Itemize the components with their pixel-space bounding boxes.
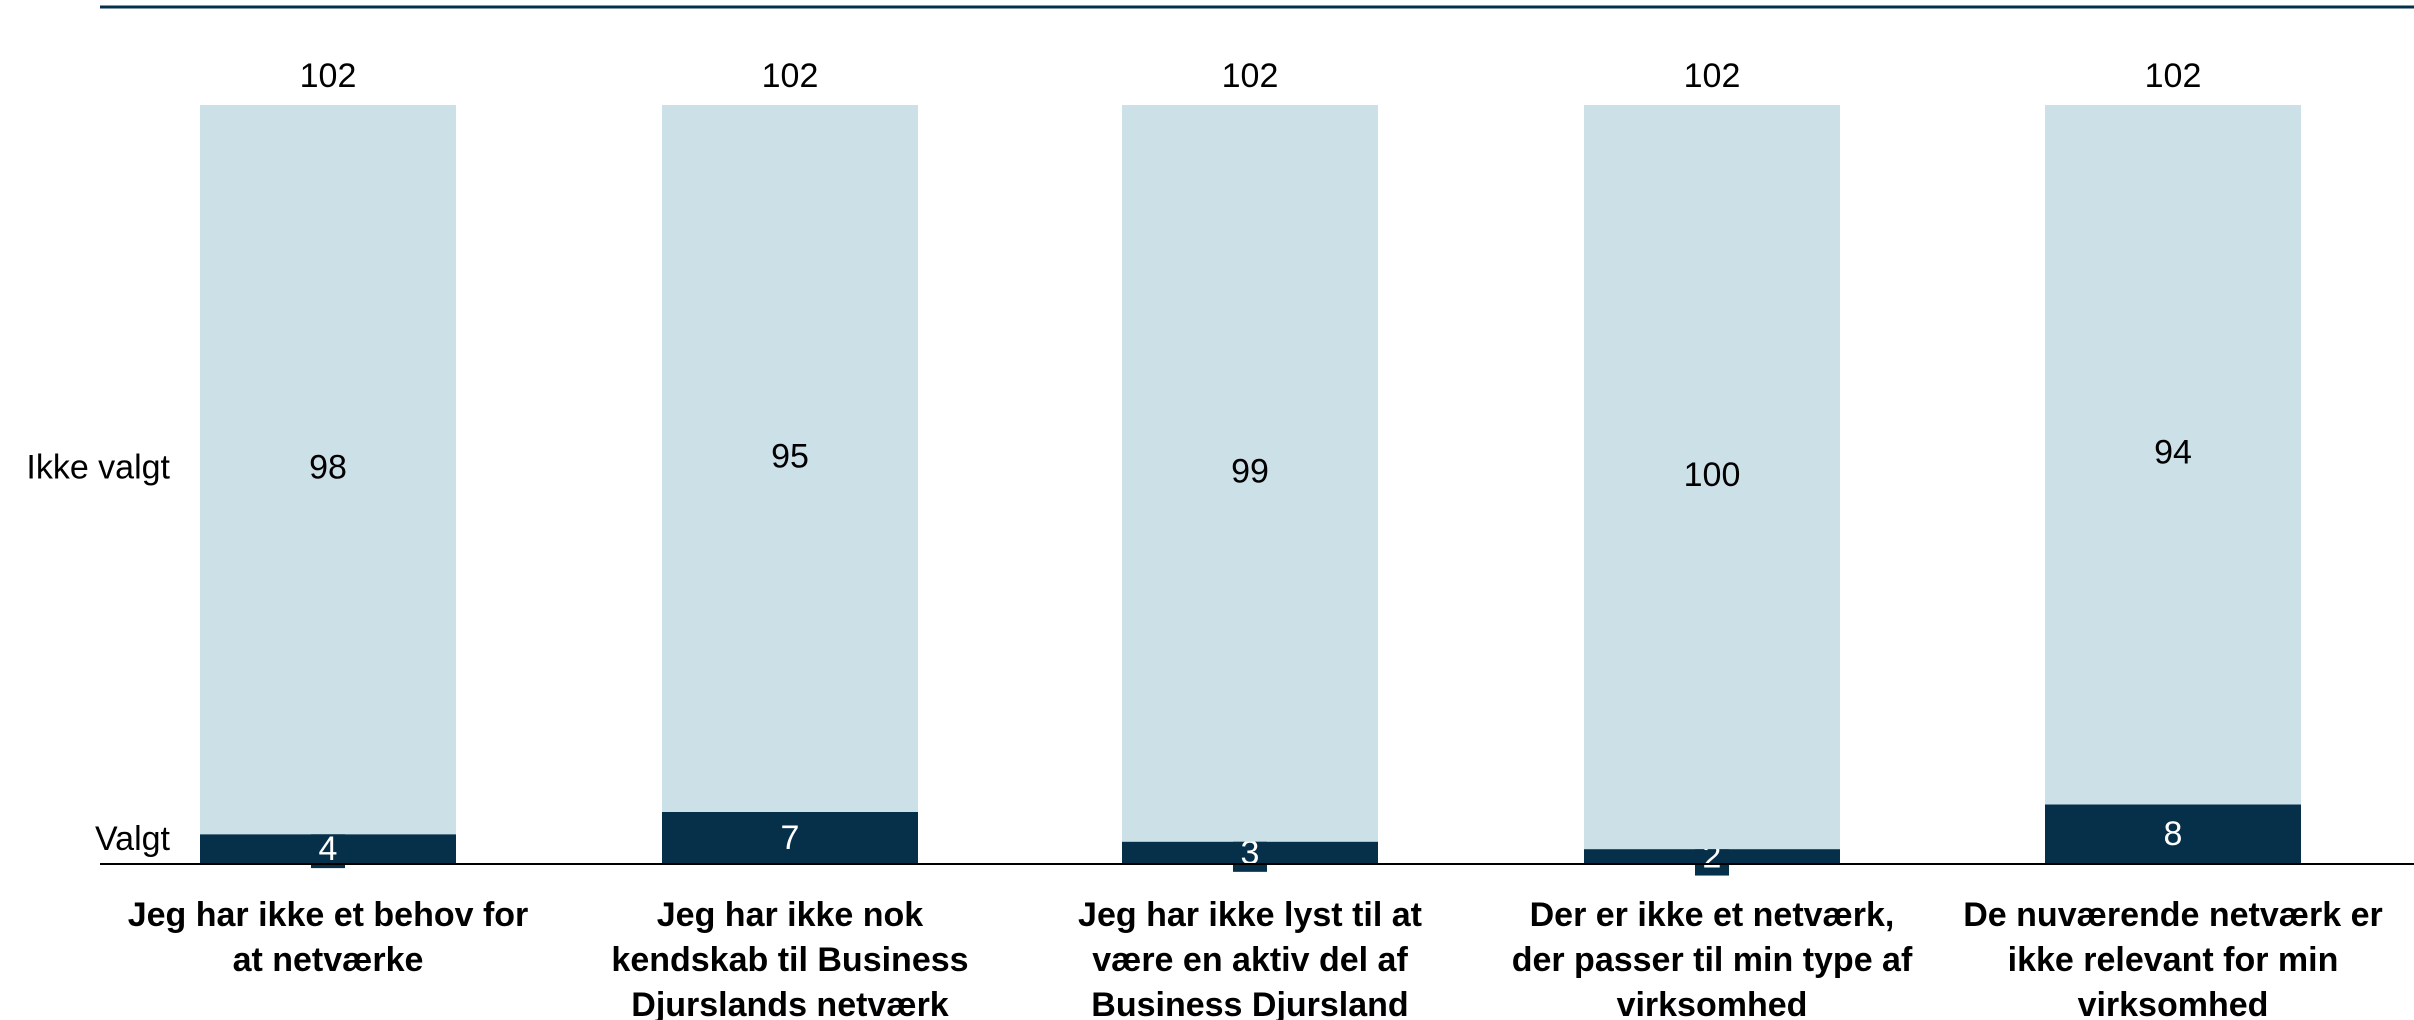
series-label: Valgt [95, 820, 171, 858]
label-bg [311, 830, 345, 869]
bar-segment [200, 105, 456, 835]
total-label: 102 [300, 57, 357, 95]
series-label: Ikke valgt [26, 449, 170, 487]
category-label: Jeg har ikke lyst til at være en aktiv d… [1078, 896, 1422, 1020]
label-bg [2156, 815, 2190, 854]
total-label: 102 [2145, 57, 2202, 95]
total-label: 102 [1684, 57, 1741, 95]
value-label: 7 [781, 819, 800, 857]
bar-segment [1584, 105, 1840, 850]
value-label: 98 [309, 449, 347, 487]
total-label: 102 [1222, 57, 1279, 95]
value-label: 8 [2164, 815, 2183, 853]
category-label: De nuværende netværk er ikke relevant fo… [1963, 896, 2383, 1020]
value-label: 95 [771, 437, 809, 475]
value-label: 3 [1241, 834, 1260, 872]
bar-segment [2045, 105, 2301, 805]
bar-segment [1122, 105, 1378, 842]
total-label: 102 [762, 57, 819, 95]
label-bg [773, 818, 807, 857]
category-label: Jeg har ikke nok kendskab til Business D… [611, 896, 969, 1020]
value-label: 100 [1684, 456, 1741, 494]
value-label: 4 [319, 830, 338, 868]
category-label: Der er ikke et netværk, der passer til m… [1511, 896, 1913, 1020]
category-label: Jeg har ikke et behov for at netværke [127, 896, 529, 979]
value-label: 99 [1231, 452, 1269, 490]
bar-segment [662, 105, 918, 812]
value-label: 94 [2154, 434, 2192, 472]
